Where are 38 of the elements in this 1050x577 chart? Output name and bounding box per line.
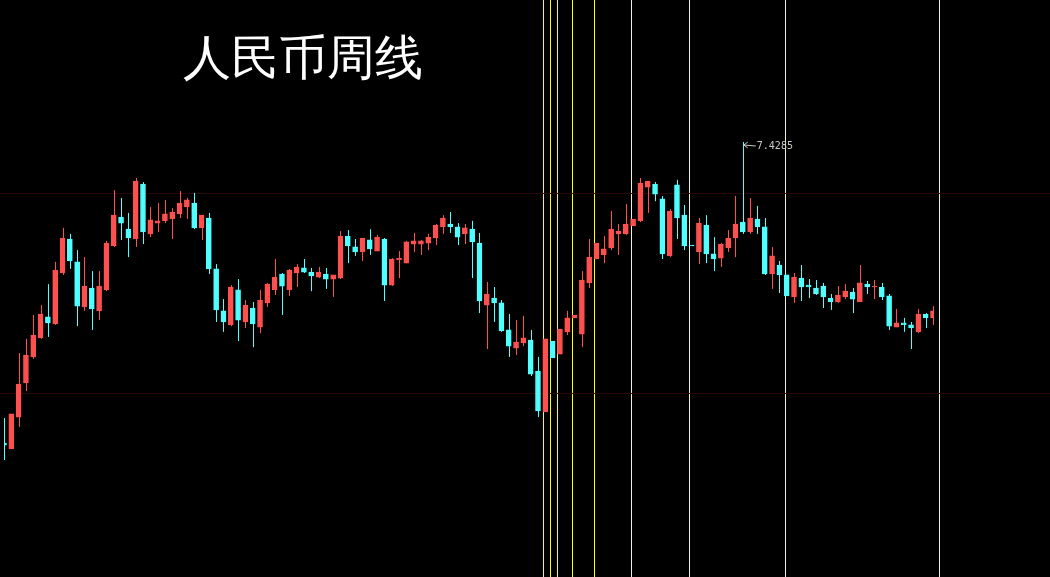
candlestick <box>30 314 37 360</box>
candlestick <box>483 281 490 350</box>
candlestick <box>191 192 198 230</box>
candlestick <box>820 282 827 309</box>
candlestick <box>286 268 293 297</box>
candlestick <box>440 214 446 235</box>
candlestick <box>791 272 797 304</box>
candlestick <box>45 283 51 338</box>
candlestick <box>871 279 878 300</box>
candlestick <box>96 270 102 321</box>
candlestick <box>184 197 190 220</box>
candlestick <box>491 286 497 323</box>
candlestick <box>505 313 512 358</box>
candlestick <box>608 210 614 251</box>
candlestick <box>747 197 753 235</box>
candlestick <box>249 301 256 348</box>
candlestick <box>366 228 373 256</box>
candlestick <box>279 272 285 316</box>
candlestick <box>718 242 724 268</box>
candlestick <box>601 235 607 264</box>
candlestick <box>118 197 124 241</box>
candlestick <box>67 233 73 270</box>
candlestick <box>644 180 651 214</box>
candlestick <box>513 319 519 356</box>
candlestick <box>147 206 154 238</box>
candlestick <box>469 220 475 279</box>
chart-title: 人民币周线 <box>183 30 423 86</box>
candlestick <box>564 310 571 336</box>
candlestick <box>462 223 468 245</box>
candlestick <box>652 181 658 202</box>
candlestick <box>725 229 732 253</box>
candlestick <box>769 246 775 290</box>
candlestick <box>162 199 168 224</box>
candlestick <box>622 203 629 236</box>
candlestick <box>169 207 176 240</box>
candlestick <box>857 264 863 303</box>
candlestick <box>88 270 95 331</box>
candlestick <box>344 229 351 264</box>
